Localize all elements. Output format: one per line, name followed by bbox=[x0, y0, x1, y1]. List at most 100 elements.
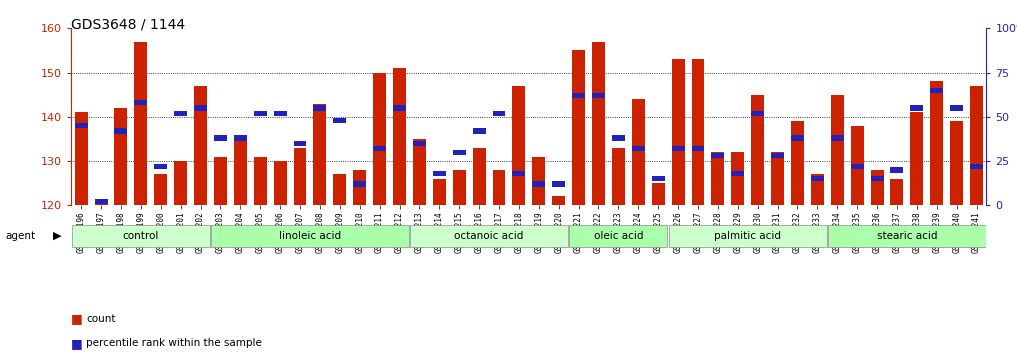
Text: agent: agent bbox=[5, 231, 36, 241]
Text: stearic acid: stearic acid bbox=[877, 231, 937, 241]
Bar bbox=[95, 201, 108, 205]
Bar bbox=[74, 112, 87, 205]
Bar bbox=[612, 148, 624, 205]
Bar bbox=[891, 167, 903, 172]
Bar bbox=[274, 110, 287, 116]
Bar bbox=[831, 95, 844, 205]
FancyBboxPatch shape bbox=[212, 225, 409, 247]
Bar bbox=[492, 170, 505, 205]
Bar bbox=[313, 105, 326, 110]
Bar bbox=[552, 196, 565, 205]
Bar bbox=[731, 152, 744, 205]
Bar bbox=[353, 170, 366, 205]
Text: ■: ■ bbox=[71, 337, 83, 350]
Bar bbox=[174, 161, 187, 205]
Bar bbox=[632, 146, 645, 151]
Bar bbox=[871, 176, 884, 181]
Bar bbox=[850, 126, 863, 205]
Bar bbox=[970, 86, 983, 205]
Bar bbox=[155, 174, 167, 205]
Bar bbox=[373, 146, 386, 151]
Bar bbox=[612, 136, 624, 141]
Bar bbox=[274, 161, 287, 205]
Bar bbox=[254, 156, 266, 205]
Bar bbox=[155, 164, 167, 169]
Bar bbox=[532, 156, 545, 205]
Bar bbox=[513, 86, 526, 205]
Bar bbox=[573, 50, 585, 205]
Text: percentile rank within the sample: percentile rank within the sample bbox=[86, 338, 262, 348]
Text: ▶: ▶ bbox=[53, 231, 61, 241]
Bar bbox=[473, 148, 485, 205]
FancyBboxPatch shape bbox=[410, 225, 567, 247]
Text: linoleic acid: linoleic acid bbox=[279, 231, 341, 241]
Bar bbox=[771, 153, 784, 158]
Bar bbox=[850, 164, 863, 169]
Text: GDS3648 / 1144: GDS3648 / 1144 bbox=[71, 18, 185, 32]
Bar bbox=[473, 128, 485, 133]
Bar bbox=[453, 149, 466, 155]
Bar bbox=[334, 174, 346, 205]
Bar bbox=[752, 110, 764, 116]
Bar bbox=[393, 105, 406, 110]
Bar bbox=[831, 136, 844, 141]
Bar bbox=[791, 121, 803, 205]
Bar bbox=[791, 136, 803, 141]
Bar bbox=[592, 41, 605, 205]
Bar bbox=[632, 99, 645, 205]
Bar bbox=[692, 59, 705, 205]
Bar bbox=[134, 41, 147, 205]
Bar bbox=[115, 108, 127, 205]
Bar bbox=[453, 170, 466, 205]
Bar bbox=[74, 123, 87, 128]
Bar bbox=[871, 170, 884, 205]
Bar bbox=[353, 181, 366, 187]
Bar bbox=[573, 93, 585, 98]
Bar bbox=[950, 105, 963, 110]
Text: ■: ■ bbox=[71, 312, 83, 325]
Bar bbox=[294, 148, 306, 205]
Bar bbox=[910, 105, 923, 110]
Bar bbox=[413, 139, 426, 205]
Bar bbox=[970, 164, 983, 169]
Bar bbox=[771, 152, 784, 205]
Bar bbox=[552, 181, 565, 187]
Bar bbox=[712, 152, 724, 205]
FancyBboxPatch shape bbox=[72, 225, 210, 247]
Text: palmitic acid: palmitic acid bbox=[714, 231, 781, 241]
Bar bbox=[910, 112, 923, 205]
FancyBboxPatch shape bbox=[570, 225, 667, 247]
Bar bbox=[134, 100, 147, 105]
Bar bbox=[532, 181, 545, 187]
Text: oleic acid: oleic acid bbox=[594, 231, 643, 241]
Bar bbox=[671, 59, 684, 205]
Bar bbox=[950, 121, 963, 205]
Bar bbox=[492, 110, 505, 116]
Bar bbox=[731, 171, 744, 176]
Bar bbox=[313, 103, 326, 205]
Bar bbox=[513, 171, 526, 176]
Bar bbox=[652, 183, 665, 205]
Bar bbox=[671, 146, 684, 151]
Bar bbox=[234, 139, 247, 205]
Bar bbox=[931, 81, 943, 205]
Bar bbox=[214, 136, 227, 141]
Bar bbox=[115, 128, 127, 133]
Bar bbox=[413, 141, 426, 146]
Text: control: control bbox=[123, 231, 159, 241]
Bar bbox=[294, 141, 306, 146]
Bar bbox=[373, 73, 386, 205]
Bar bbox=[174, 110, 187, 116]
Bar bbox=[652, 176, 665, 181]
Text: count: count bbox=[86, 314, 116, 324]
Bar bbox=[433, 179, 445, 205]
FancyBboxPatch shape bbox=[669, 225, 827, 247]
Bar bbox=[214, 156, 227, 205]
Bar bbox=[254, 110, 266, 116]
Bar bbox=[95, 199, 108, 204]
Bar bbox=[931, 87, 943, 93]
Bar bbox=[194, 105, 207, 110]
Bar bbox=[811, 174, 824, 205]
Bar bbox=[433, 171, 445, 176]
Text: octanoic acid: octanoic acid bbox=[455, 231, 524, 241]
